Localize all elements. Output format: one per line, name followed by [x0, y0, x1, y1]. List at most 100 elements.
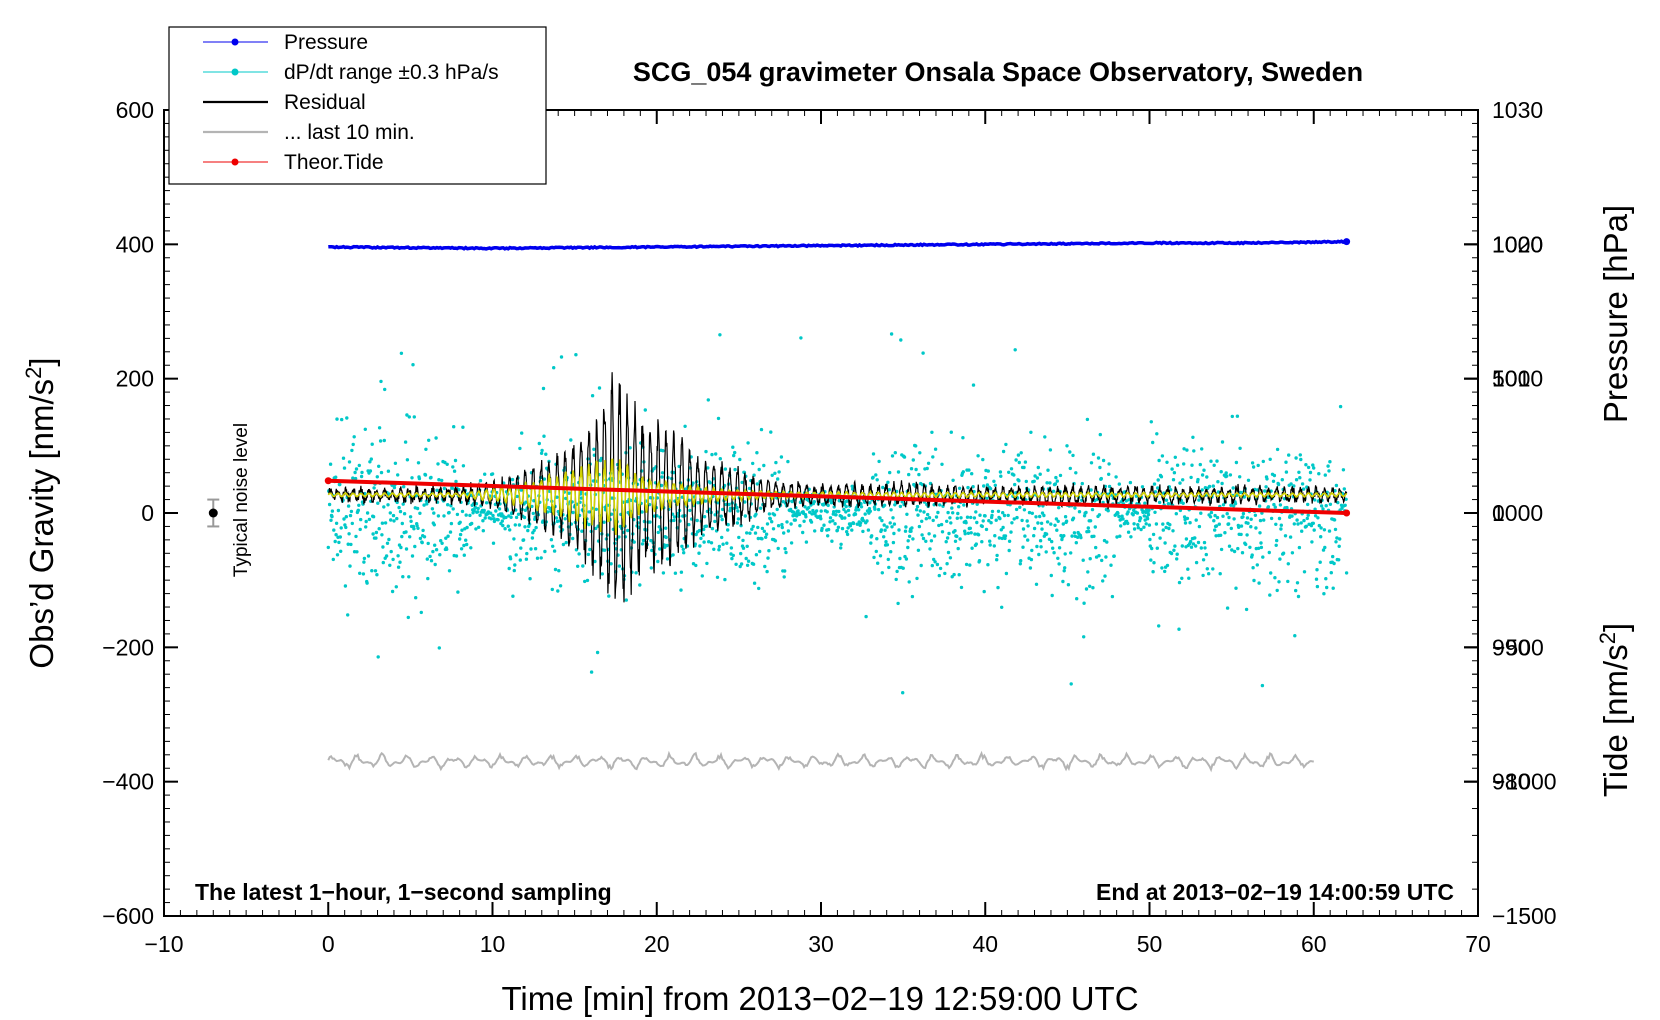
dpdt-point [804, 515, 808, 519]
dpdt-point [1166, 502, 1171, 506]
dpdt-point [1200, 488, 1204, 492]
dpdt-point [696, 501, 700, 505]
dpdt-point [1172, 548, 1176, 552]
dpdt-point [782, 575, 786, 579]
noise-level-marker [207, 498, 220, 528]
dpdt-point [1088, 519, 1093, 523]
dpdt-point [579, 490, 583, 494]
dpdt-point [730, 556, 734, 561]
dpdt-point [738, 457, 742, 462]
dpdt-point [762, 529, 766, 533]
dpdt-point [396, 554, 400, 558]
dpdt-point [1199, 511, 1203, 515]
dpdt-point [478, 513, 482, 517]
dpdt-point [1151, 532, 1156, 537]
dpdt-point [1294, 588, 1298, 593]
dpdt-point [429, 475, 433, 480]
dpdt-point [446, 534, 450, 538]
dpdt-point [1184, 537, 1189, 541]
dpdt-point [907, 580, 911, 584]
dpdt-point [418, 536, 423, 541]
dpdt-point [380, 533, 384, 537]
dpdt-point [940, 462, 944, 466]
dpdt-point [935, 562, 940, 567]
dpdt-point [1310, 540, 1314, 544]
dpdt-point [866, 528, 871, 532]
dpdt-point [796, 509, 800, 513]
dpdt-point [478, 479, 483, 483]
legend-label: Residual [284, 91, 366, 114]
dpdt-point [510, 477, 515, 482]
dpdt-point [936, 510, 940, 515]
dpdt-point [967, 468, 971, 472]
dpdt-point [1057, 506, 1061, 510]
dpdt-point [1294, 478, 1299, 482]
dpdt-point [387, 537, 391, 542]
dpdt-point [458, 532, 463, 537]
tide-line [328, 478, 1347, 515]
dpdt-point [922, 510, 926, 514]
dpdt-point [600, 572, 604, 576]
chart-title: SCG_054 gravimeter Onsala Space Observat… [633, 57, 1363, 87]
dpdt-point [1343, 503, 1347, 507]
dpdt-point [354, 534, 358, 539]
dpdt-point [1275, 447, 1280, 452]
dpdt-point [1156, 486, 1160, 490]
dpdt-point [1117, 514, 1121, 519]
dpdt-point [1032, 526, 1037, 531]
dpdt-point [1276, 482, 1281, 487]
dpdt-point [1086, 570, 1090, 574]
y-tick-label: −200 [102, 634, 154, 660]
dpdt-point [1025, 519, 1029, 523]
dpdt-point [1324, 504, 1328, 508]
dpdt-point [1055, 479, 1060, 483]
dpdt-point [1147, 523, 1152, 527]
dpdt-point [1092, 534, 1096, 538]
dpdt-point [826, 503, 830, 508]
dpdt-point [1191, 435, 1195, 439]
dpdt-point [893, 451, 897, 455]
x-tick-label: 40 [972, 931, 998, 957]
dpdt-point [804, 540, 809, 544]
dpdt-point [921, 536, 926, 541]
dpdt-point [1152, 482, 1157, 486]
dpdt-point [377, 464, 381, 468]
x-tick-label: 60 [1301, 931, 1327, 957]
dpdt-point [640, 542, 645, 546]
dpdt-point [551, 544, 555, 548]
dpdt-point [701, 533, 705, 537]
dpdt-point [374, 530, 379, 535]
dpdt-point [904, 525, 908, 529]
dpdt-point [993, 534, 997, 538]
dpdt-point [832, 510, 836, 514]
dpdt-point [851, 521, 856, 526]
x-tick-label: 70 [1465, 931, 1491, 957]
dpdt-point [518, 446, 522, 451]
dpdt-point [1188, 539, 1193, 544]
dpdt-point [933, 560, 937, 564]
dpdt-point [1016, 453, 1021, 457]
dpdt-point [1238, 475, 1242, 479]
dpdt-point [597, 386, 602, 390]
dpdt-point [889, 508, 893, 512]
dpdt-point [447, 510, 451, 515]
dpdt-point [1232, 549, 1237, 554]
dpdt-point [713, 519, 717, 524]
dpdt-point [1051, 489, 1056, 493]
dpdt-point [704, 524, 709, 528]
dpdt-point [731, 445, 735, 449]
dpdt-point [964, 562, 969, 567]
dpdt-point [1246, 478, 1251, 482]
dpdt-point [978, 513, 982, 517]
dpdt-point [876, 507, 881, 512]
dpdt-point [1149, 420, 1154, 424]
dpdt-point [1161, 528, 1166, 532]
dpdt-point [1142, 514, 1147, 518]
dpdt-point [554, 516, 559, 520]
dpdt-point [1120, 514, 1124, 518]
dpdt-point [956, 511, 960, 516]
dpdt-point [697, 528, 702, 533]
dpdt-point [1049, 522, 1053, 526]
dpdt-point [407, 415, 411, 419]
dpdt-point [1201, 558, 1206, 562]
